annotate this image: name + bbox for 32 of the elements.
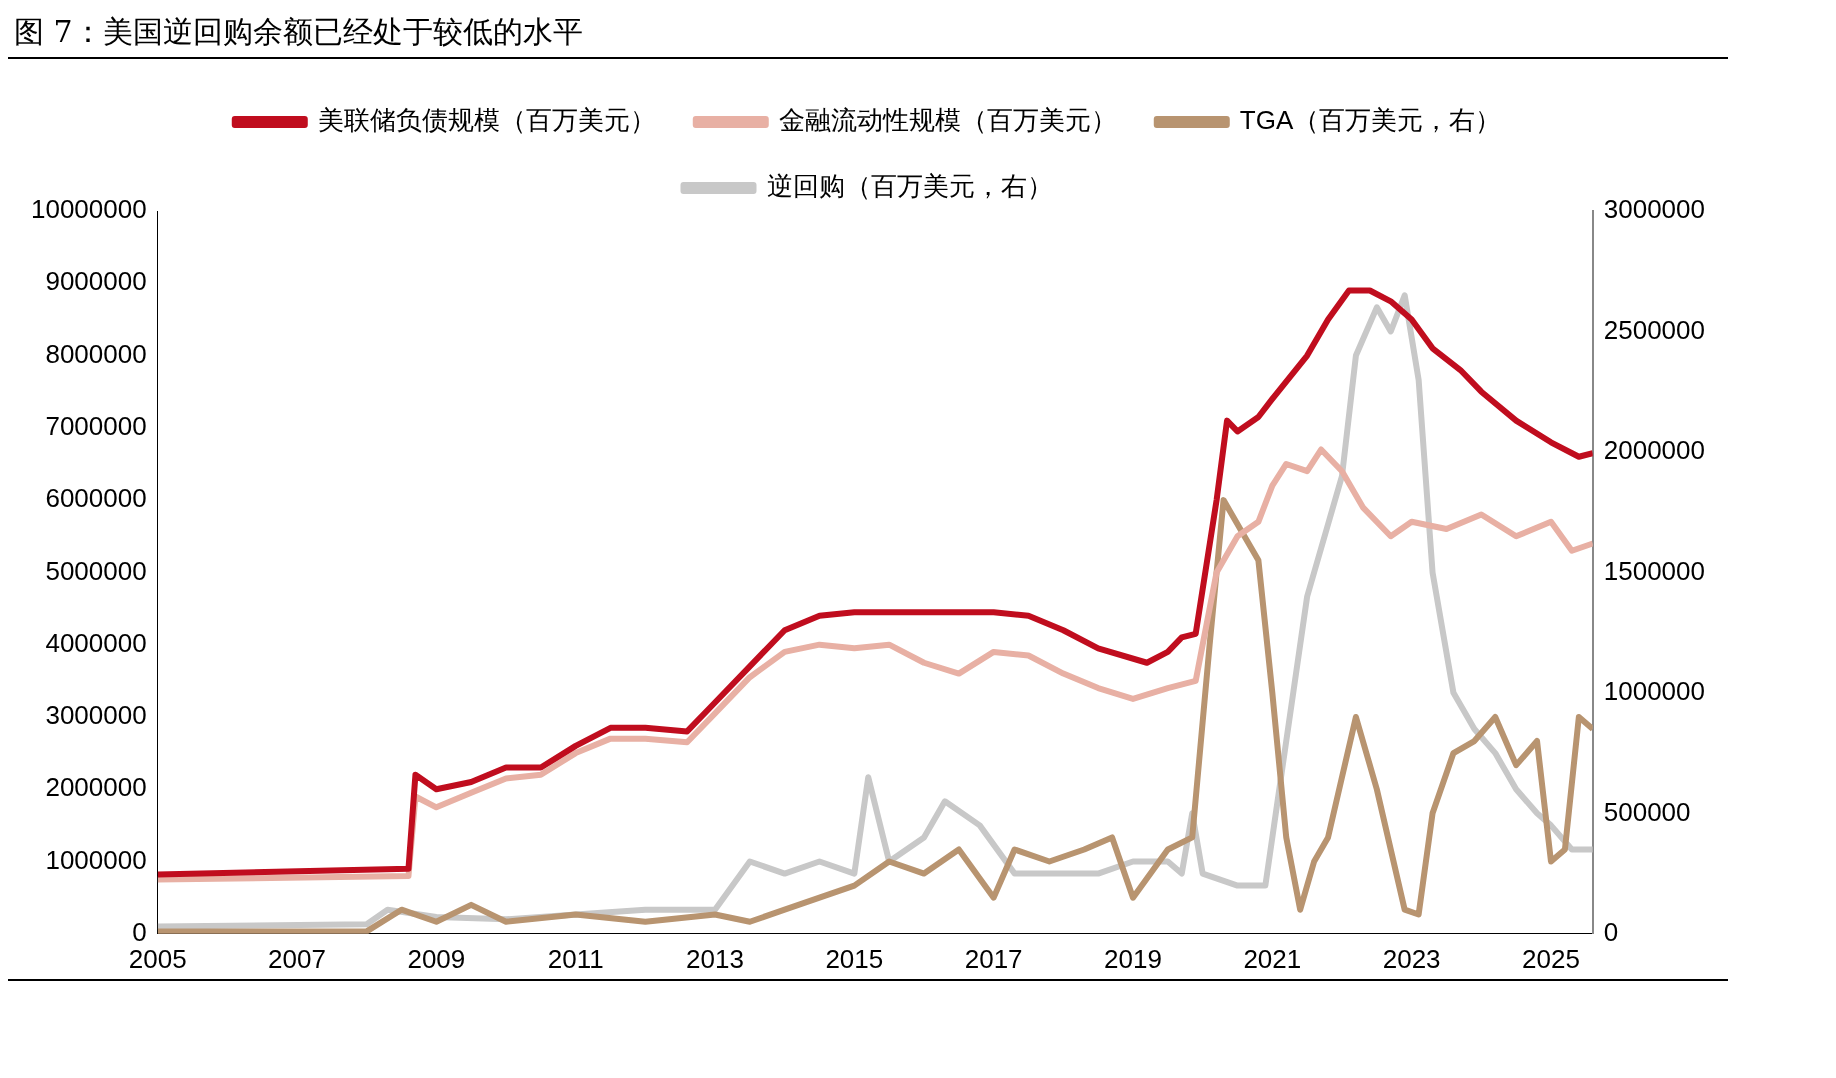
y2-tick-label: 2500000 xyxy=(1603,314,1706,345)
y2-tick-label: 500000 xyxy=(1603,796,1691,827)
y-tick-label: 5000000 xyxy=(45,555,147,586)
y-tick-label: 6000000 xyxy=(45,483,147,514)
x-tick-label: 2009 xyxy=(407,943,466,974)
y-tick-label: 1000000 xyxy=(45,844,147,875)
y-tick-label: 8000000 xyxy=(45,338,147,369)
y-tick-label: 9000000 xyxy=(45,266,147,297)
chart-title: 图 7：美国逆回购余额已经处于较低的水平 xyxy=(8,8,1728,59)
legend-label: 逆回购（百万美元，右） xyxy=(766,171,1053,202)
x-tick-label: 2025 xyxy=(1522,943,1580,974)
y-tick-label: 4000000 xyxy=(45,627,147,658)
legend-label: TGA（百万美元，右） xyxy=(1239,105,1502,136)
x-tick-label: 2011 xyxy=(547,943,604,974)
x-tick-label: 2013 xyxy=(686,943,744,974)
y-tick-label: 2000000 xyxy=(45,772,147,803)
y2-tick-label: 3000000 xyxy=(1603,194,1706,225)
x-tick-label: 2007 xyxy=(268,943,326,974)
x-tick-label: 2023 xyxy=(1382,943,1441,974)
y2-tick-label: 1500000 xyxy=(1603,555,1706,586)
y2-tick-label: 2000000 xyxy=(1603,435,1706,466)
y-tick-label: 7000000 xyxy=(45,411,147,442)
legend-label: 金融流动性规模（百万美元） xyxy=(778,105,1117,136)
y2-tick-label: 0 xyxy=(1603,916,1619,947)
x-tick-label: 2015 xyxy=(825,943,884,974)
x-tick-label: 2017 xyxy=(964,943,1023,974)
y-tick-label: 3000000 xyxy=(45,700,147,731)
legend-label: 美联储负债规模（百万美元） xyxy=(317,105,656,136)
x-tick-label: 2021 xyxy=(1243,943,1302,974)
y2-tick-label: 1000000 xyxy=(1603,676,1706,707)
x-tick-label: 2019 xyxy=(1104,943,1162,974)
y-tick-label: 10000000 xyxy=(30,194,147,225)
